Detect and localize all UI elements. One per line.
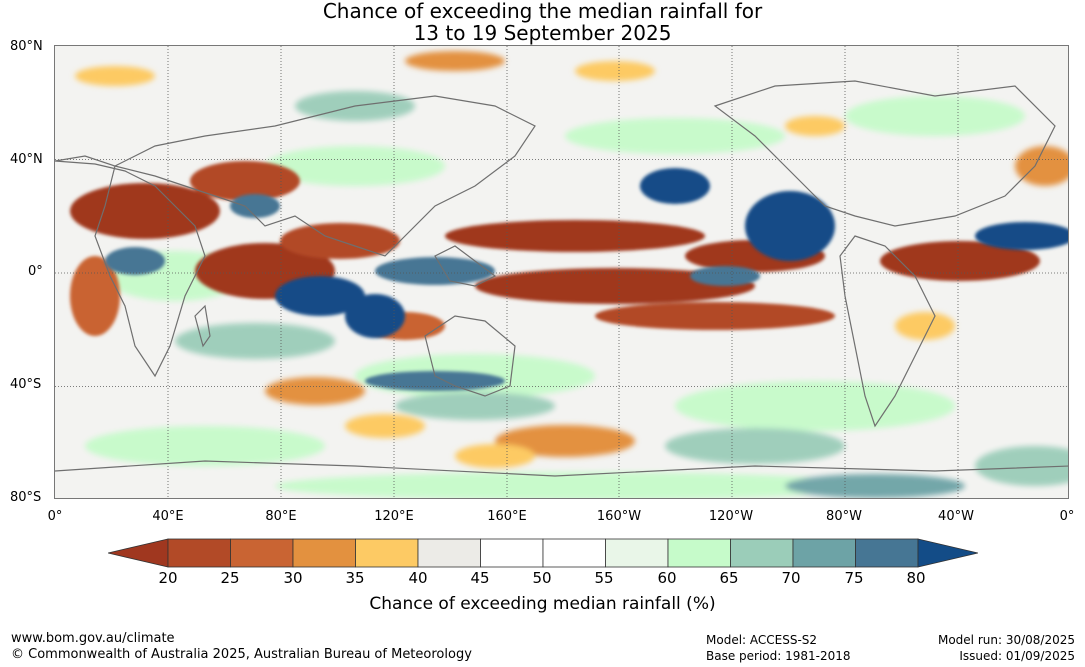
colorbar-arrow-low <box>108 538 169 568</box>
title-line-2: 13 to 19 September 2025 <box>413 21 672 45</box>
colorbar-arrow-high <box>917 538 978 568</box>
lat-label-0: 0° <box>28 264 43 279</box>
colorbar-cell <box>542 538 606 568</box>
lat-label-40n: 40°N <box>10 152 43 167</box>
lat-label-80s: 80°S <box>10 490 42 505</box>
colorbar-cell <box>605 538 669 568</box>
model-run-text: Model run: 30/08/2025 <box>937 633 1075 647</box>
colorbar-tick: 40 <box>408 569 428 587</box>
footer-middle: Model: ACCESS-S2 Base period: 1981-2018 <box>706 632 851 664</box>
colorbar-tick: 45 <box>470 569 490 587</box>
colorbar-cell <box>667 538 731 568</box>
map-graphic <box>55 46 1068 498</box>
colorbar <box>108 538 978 568</box>
colorbar-tick: 20 <box>158 569 178 587</box>
map-title: Chance of exceeding the median rainfall … <box>0 0 1085 44</box>
wet-anomaly-strong <box>105 168 1068 391</box>
colorbar-tick: 50 <box>532 569 552 587</box>
lon-label-40e: 40°E <box>152 509 184 524</box>
lon-label-0-west: 0° <box>47 509 63 524</box>
coastlines <box>55 80 1068 477</box>
colorbar-tick: 65 <box>719 569 739 587</box>
colorbar-cell <box>730 538 794 568</box>
copyright-text: © Commonwealth of Australia 2025, Austra… <box>11 647 472 662</box>
lon-label-0-east: 0° <box>1059 509 1075 524</box>
lon-label-40w: 40°W <box>938 509 974 524</box>
colorbar-tick: 75 <box>844 569 864 587</box>
model-text: Model: ACCESS-S2 <box>706 633 818 647</box>
lon-label-120w: 120°W <box>708 509 754 524</box>
colorbar-cell <box>480 538 544 568</box>
colorbar-cell <box>355 538 419 568</box>
colorbar-tick: 55 <box>594 569 614 587</box>
colorbar-cell <box>167 538 231 568</box>
lon-label-160w: 160°W <box>596 509 642 524</box>
lat-label-80n: 80°N <box>10 39 43 54</box>
colorbar-tick: 30 <box>283 569 303 587</box>
title-line-1: Chance of exceeding the median rainfall … <box>322 0 763 23</box>
rainfall-map <box>54 45 1069 499</box>
base-period-text: Base period: 1981-2018 <box>706 649 851 663</box>
colorbar-tick: 35 <box>345 569 365 587</box>
lon-label-160e: 160°E <box>487 509 527 524</box>
lon-label-120e: 120°E <box>374 509 414 524</box>
issued-text: Issued: 01/09/2025 <box>959 649 1075 663</box>
colorbar-cell <box>792 538 856 568</box>
colorbar-tick: 60 <box>657 569 677 587</box>
colorbar-cell <box>417 538 481 568</box>
lat-label-40s: 40°S <box>10 377 42 392</box>
colorbar-tick: 80 <box>906 569 926 587</box>
dry-anomaly-light <box>75 51 1068 468</box>
graticule <box>55 46 1068 498</box>
colorbar-tick: 70 <box>781 569 801 587</box>
lon-label-80e: 80°E <box>265 509 297 524</box>
colorbar-cell <box>292 538 356 568</box>
lon-label-80w: 80°W <box>826 509 862 524</box>
footer-right: Model run: 30/08/2025 Issued: 01/09/2025 <box>938 632 1075 664</box>
colorbar-cell <box>230 538 294 568</box>
footer-left: www.bom.gov.au/climate © Commonwealth of… <box>11 631 472 663</box>
colorbar-tick: 25 <box>220 569 240 587</box>
website-text: www.bom.gov.au/climate <box>11 631 175 646</box>
colorbar-label: Chance of exceeding median rainfall (%) <box>369 594 716 614</box>
colorbar-cell <box>855 538 919 568</box>
